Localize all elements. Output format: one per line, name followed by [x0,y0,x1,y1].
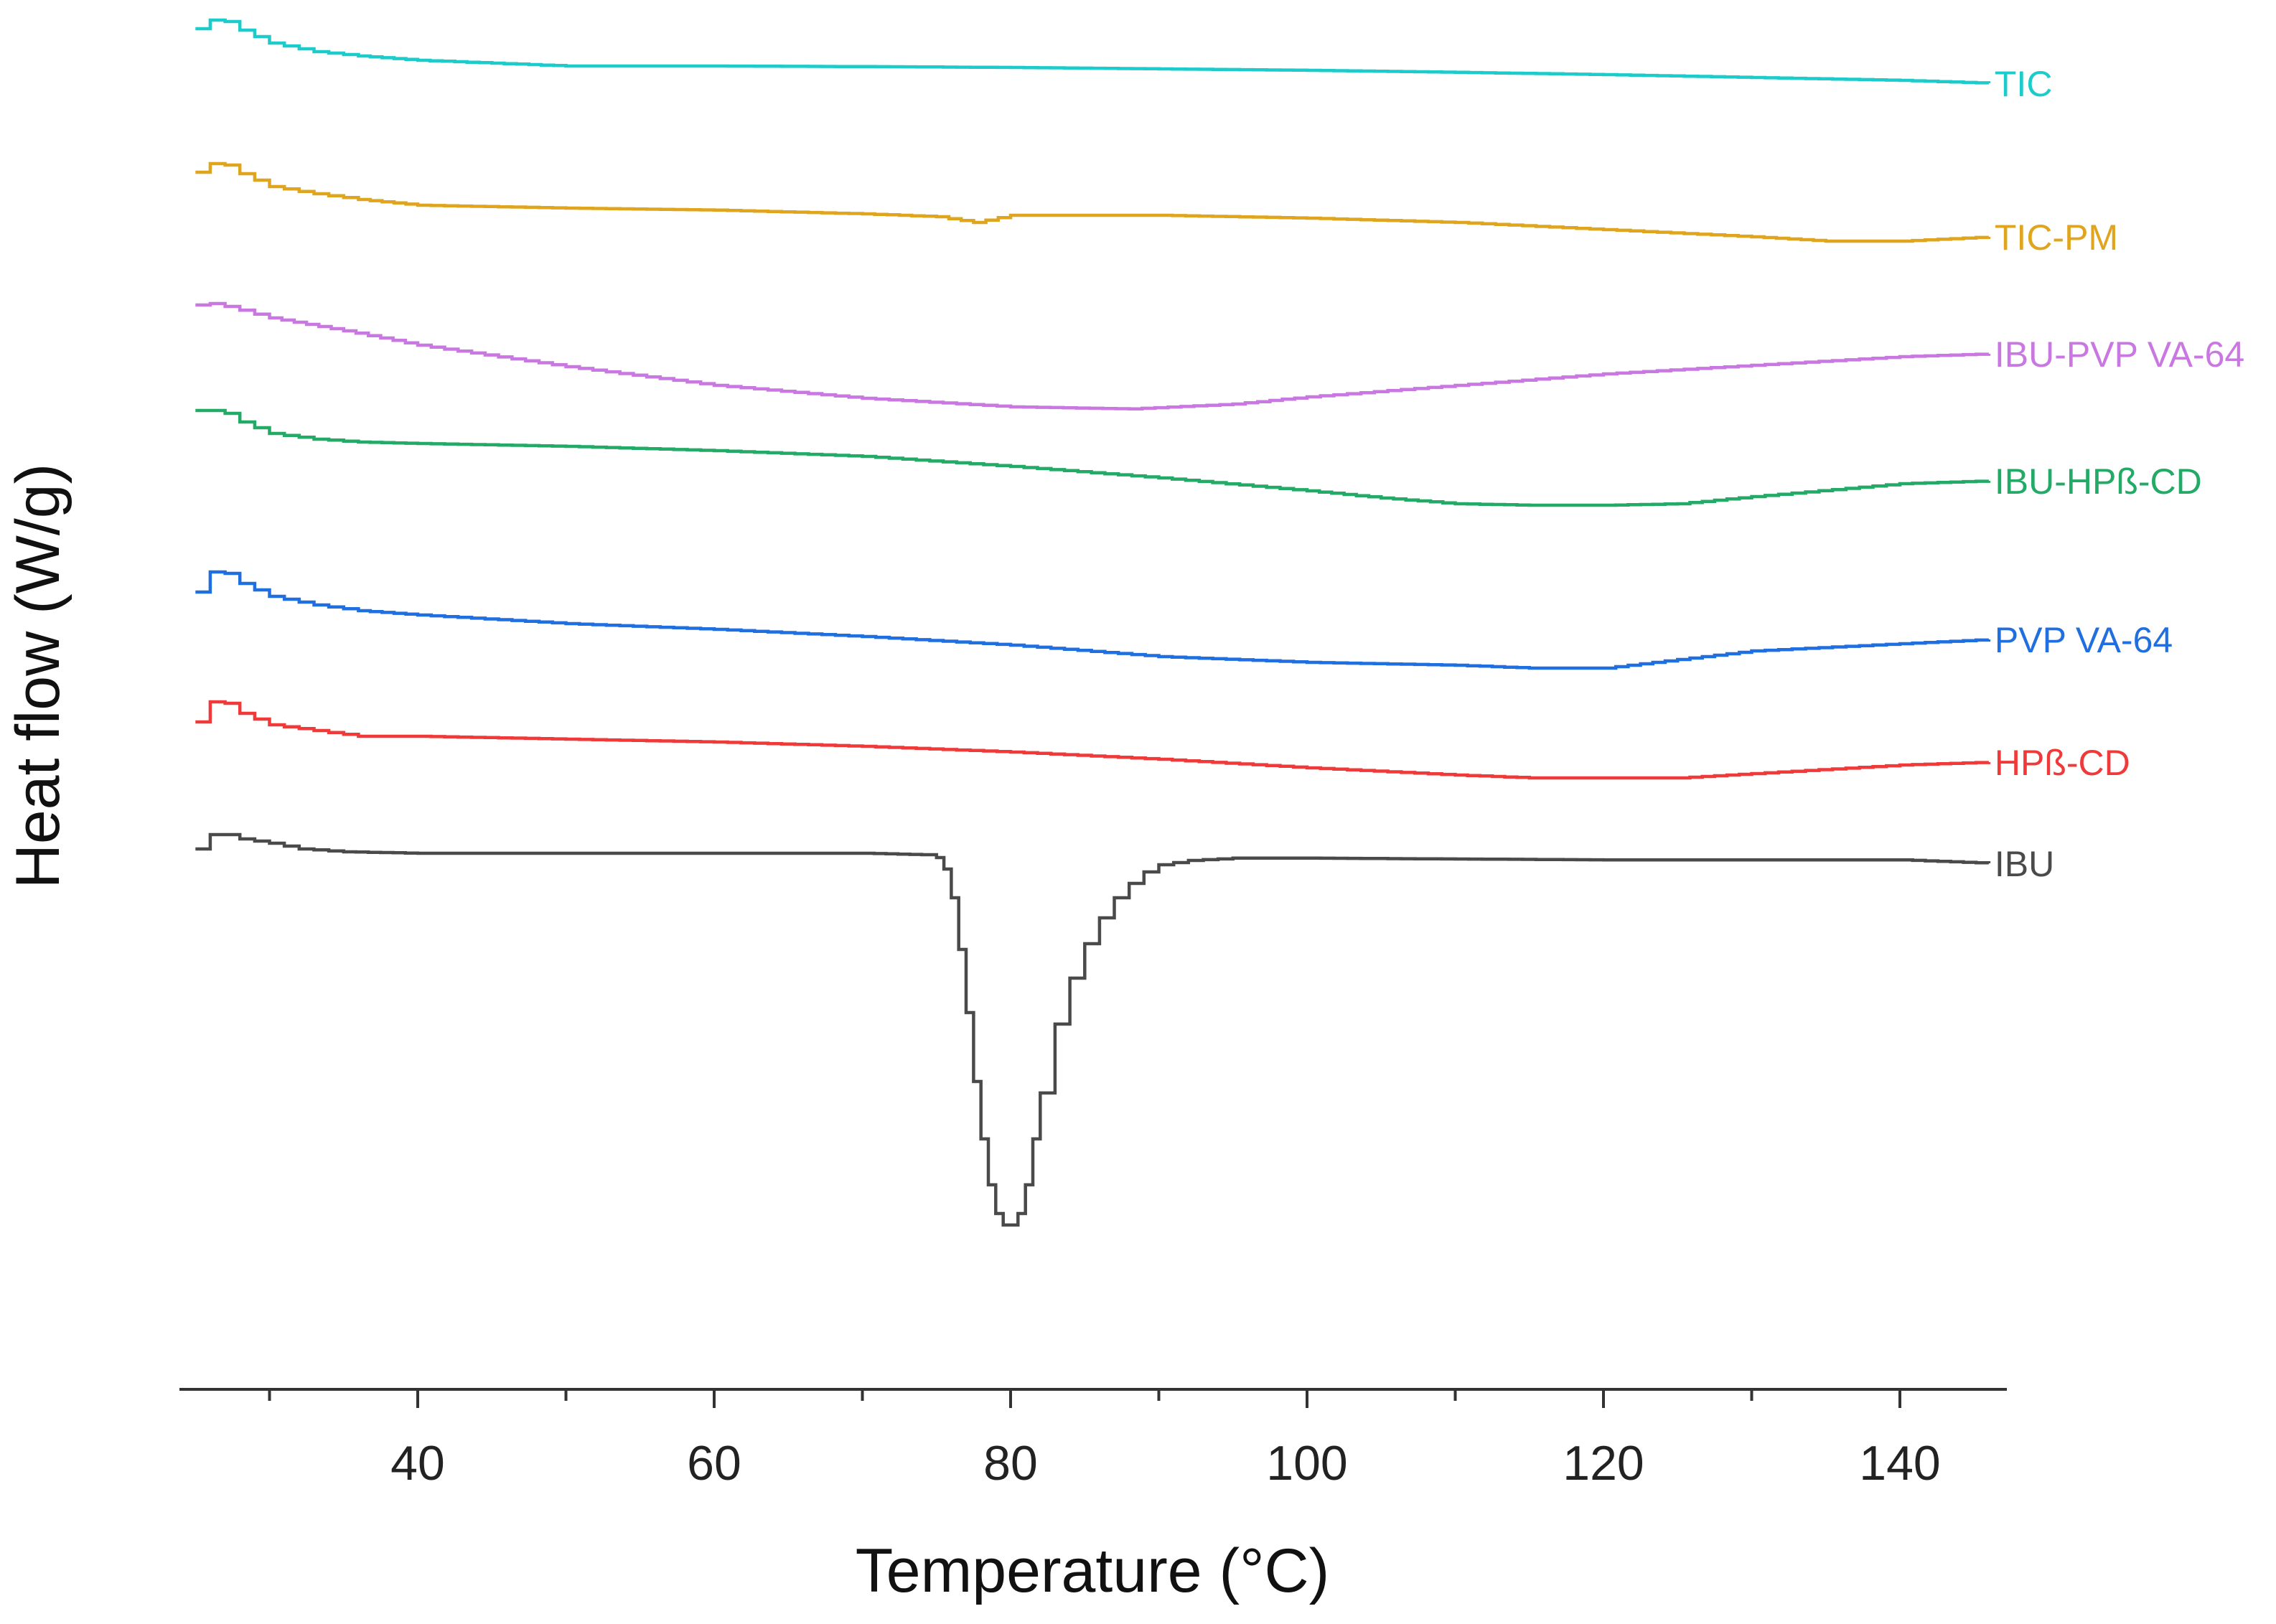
series-label: TIC-PM [1995,217,2118,258]
y-axis-title: Heat flow (W/g) [4,464,72,889]
series-label: PVP VA-64 [1995,620,2173,660]
x-tick-label: 140 [1859,1436,1940,1491]
series-labels: TIC TIC-PM IBU-PVP VA-64 IBU-HPß-CD PVP VA-6… [1995,64,2244,884]
series-label: IBU-PVP VA-64 [1995,334,2244,375]
x-tick-labels: 40 60 80 100 120 140 [390,1436,1941,1491]
series-line-ibu [195,832,1991,1227]
x-tick-label: 40 [390,1436,445,1491]
series-label: IBU [1995,844,2054,884]
x-tick-label: 60 [687,1436,741,1491]
series-line-tic-pm [195,161,1991,243]
series-label: IBU-HPß-CD [1995,461,2202,502]
series-label: HPß-CD [1995,743,2130,783]
series-line-tic [195,18,1991,85]
series-group [195,18,1991,1227]
series-label: TIC [1995,64,2053,104]
series-line-ibu-pvp-va-64 [195,301,1991,411]
series-line-hp-cd [195,700,1991,780]
x-tick-label: 100 [1266,1436,1347,1491]
x-axis-title: Temperature (°C) [856,1536,1329,1605]
series-line-ibu-hp-cd [195,408,1991,507]
x-ticks [268,1389,1901,1408]
x-tick-label: 120 [1563,1436,1644,1491]
series-line-pvp-va-64 [195,570,1991,670]
x-tick-label: 80 [983,1436,1038,1491]
